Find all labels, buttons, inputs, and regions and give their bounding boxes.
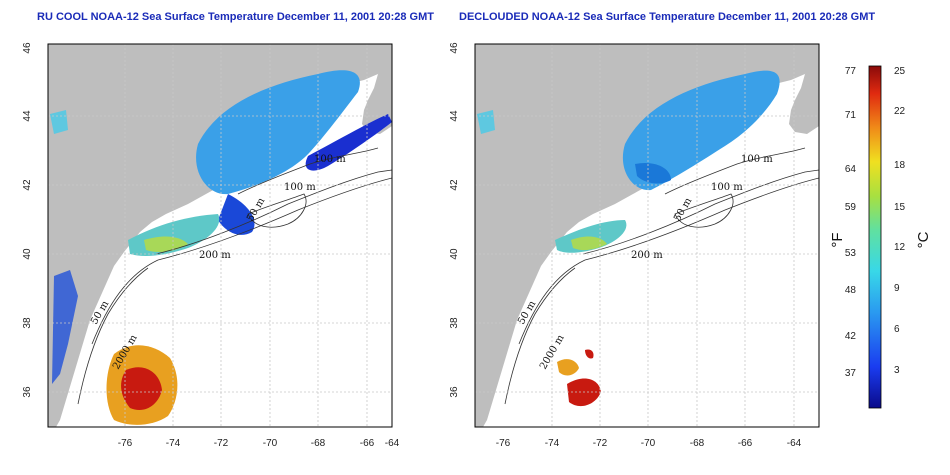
- contour-2000m: [518, 177, 819, 345]
- y-tick-left: 36: [22, 386, 33, 398]
- f-tick: 71: [845, 110, 857, 121]
- grid-left: [48, 44, 392, 427]
- contour-label-right-2: 100 m: [711, 182, 743, 193]
- contour-50m-bank: [674, 193, 734, 228]
- sst-gulf-of-maine: [196, 70, 360, 195]
- x-tick-left: -66: [360, 438, 375, 449]
- x-tick-left: -68: [311, 438, 326, 449]
- f-tick: 42: [845, 331, 857, 342]
- y-tick-right: 44: [449, 110, 460, 122]
- x-tick-right: -66: [738, 438, 753, 449]
- map-panel-left: 100 m 100 m 50 m 200 m 50 m 2000 m -76 -…: [22, 42, 400, 449]
- x-tick-left: -74: [166, 438, 181, 449]
- c-tick: 15: [894, 202, 906, 213]
- f-tick: 59: [845, 202, 857, 213]
- c-tick: 25: [894, 66, 906, 77]
- map-title-right: DECLOUDED NOAA-12 Sea Surface Temperatur…: [459, 11, 876, 23]
- colorbar-gradient: [868, 65, 882, 409]
- y-tick-right: 40: [449, 248, 460, 260]
- sst-coastal-warm: [571, 236, 607, 251]
- sst-southern-patch: [218, 194, 255, 235]
- contour-50m-coast: [77, 267, 149, 405]
- x-tick-right: -68: [690, 438, 705, 449]
- c-tick: 18: [894, 160, 906, 171]
- map-panel-right: 100 m 100 m 50 m 200 m 50 m 2000 m -76 -…: [449, 42, 820, 449]
- sst-gulf-stream-core: [121, 367, 162, 410]
- contour-2000m: [91, 177, 392, 345]
- f-tick: 37: [845, 368, 857, 379]
- x-axis-left: -76 -74 -72 -70 -68 -66 -64: [118, 438, 400, 449]
- sst-basin-cold: [635, 162, 671, 184]
- y-axis-right: 46 44 42 40 38 36: [449, 42, 460, 398]
- sst-warm-spot: [585, 349, 594, 359]
- y-tick-right: 46: [449, 42, 460, 54]
- sst-warm-eddy: [557, 359, 579, 376]
- y-axis-left: 46 44 42 40 38 36: [22, 42, 33, 398]
- x-tick-left: -70: [263, 438, 278, 449]
- y-tick-left: 42: [22, 179, 33, 191]
- c-tick: 22: [894, 106, 906, 117]
- x-tick-right: -70: [641, 438, 656, 449]
- sst-inland-lake: [477, 110, 495, 134]
- y-tick-left: 44: [22, 110, 33, 122]
- x-tick-right: -72: [593, 438, 608, 449]
- y-tick-left: 40: [22, 248, 33, 260]
- sst-shelf-band: [305, 114, 392, 171]
- x-tick-left: -72: [214, 438, 229, 449]
- f-tick: 77: [845, 66, 857, 77]
- x-tick-left: -76: [118, 438, 133, 449]
- y-tick-right: 38: [449, 317, 460, 329]
- f-tick: 64: [845, 164, 857, 175]
- contour-label-right-1: 100 m: [741, 154, 773, 165]
- x-tick-right: -76: [496, 438, 511, 449]
- y-tick-left: 38: [22, 317, 33, 329]
- y-tick-right: 42: [449, 179, 460, 191]
- celsius-unit-label: °C: [915, 231, 932, 248]
- contour-200m: [582, 169, 819, 255]
- f-tick: 53: [845, 248, 857, 259]
- c-tick: 6: [894, 324, 900, 335]
- contour-50m-coast: [504, 267, 576, 405]
- sst-shelf-cold: [52, 270, 78, 384]
- y-tick-left: 46: [22, 42, 33, 54]
- contour-label-left-1: 100 m: [314, 154, 346, 165]
- x-axis-right: -76 -74 -72 -70 -68 -66 -64: [496, 438, 802, 449]
- c-tick: 12: [894, 242, 906, 253]
- grid-right: [475, 44, 819, 427]
- colorbar: 77 71 64 59 53 48 42 37 25 22 18 15 12 9…: [829, 65, 932, 409]
- colorbar-f-ticks: 77 71 64 59 53 48 42 37: [845, 66, 857, 379]
- fahrenheit-unit-label: °F: [829, 232, 846, 247]
- x-tick-right: -74: [545, 438, 560, 449]
- contour-200m: [155, 169, 392, 255]
- colorbar-c-ticks: 25 22 18 15 12 9 6 3: [894, 66, 906, 376]
- f-tick: 48: [845, 285, 857, 296]
- x-tick-left: -64: [385, 438, 400, 449]
- c-tick: 3: [894, 365, 900, 376]
- c-tick: 9: [894, 283, 900, 294]
- y-tick-right: 36: [449, 386, 460, 398]
- map-title-left: RU COOL NOAA-12 Sea Surface Temperature …: [37, 11, 434, 23]
- contour-50m-bank: [247, 193, 307, 228]
- map-border-right: [474, 43, 820, 428]
- map-border-left: [47, 43, 393, 428]
- x-tick-right: -64: [787, 438, 802, 449]
- contour-label-right-4: 200 m: [631, 250, 663, 261]
- sst-gulf-of-maine: [622, 70, 780, 191]
- contour-label-left-4: 200 m: [199, 250, 231, 261]
- contour-label-left-2: 100 m: [284, 182, 316, 193]
- sst-inland-lake: [50, 110, 68, 134]
